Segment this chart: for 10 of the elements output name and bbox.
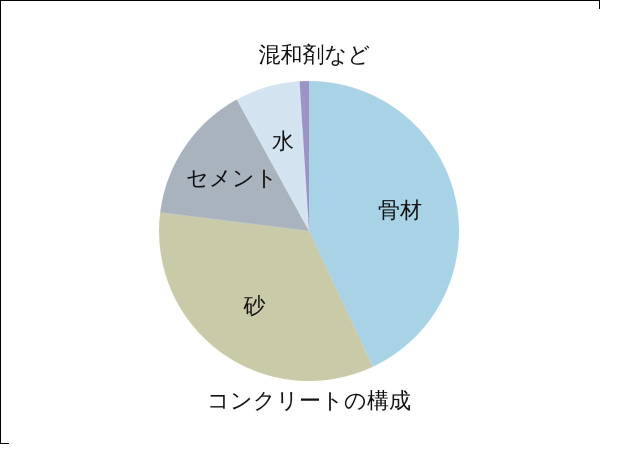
slice-label: 骨材 bbox=[378, 198, 422, 224]
pie-slice bbox=[309, 81, 459, 367]
slice-label: セメント bbox=[186, 166, 278, 192]
pie-slice bbox=[159, 212, 373, 381]
pie-slice bbox=[236, 81, 309, 231]
pie-slice bbox=[160, 100, 309, 231]
slice-label: 水 bbox=[272, 130, 294, 155]
text: コンクリートの構成 bbox=[207, 389, 411, 414]
slice-label: 混和剤など bbox=[258, 43, 371, 68]
slice-label: 砂 bbox=[242, 294, 266, 320]
